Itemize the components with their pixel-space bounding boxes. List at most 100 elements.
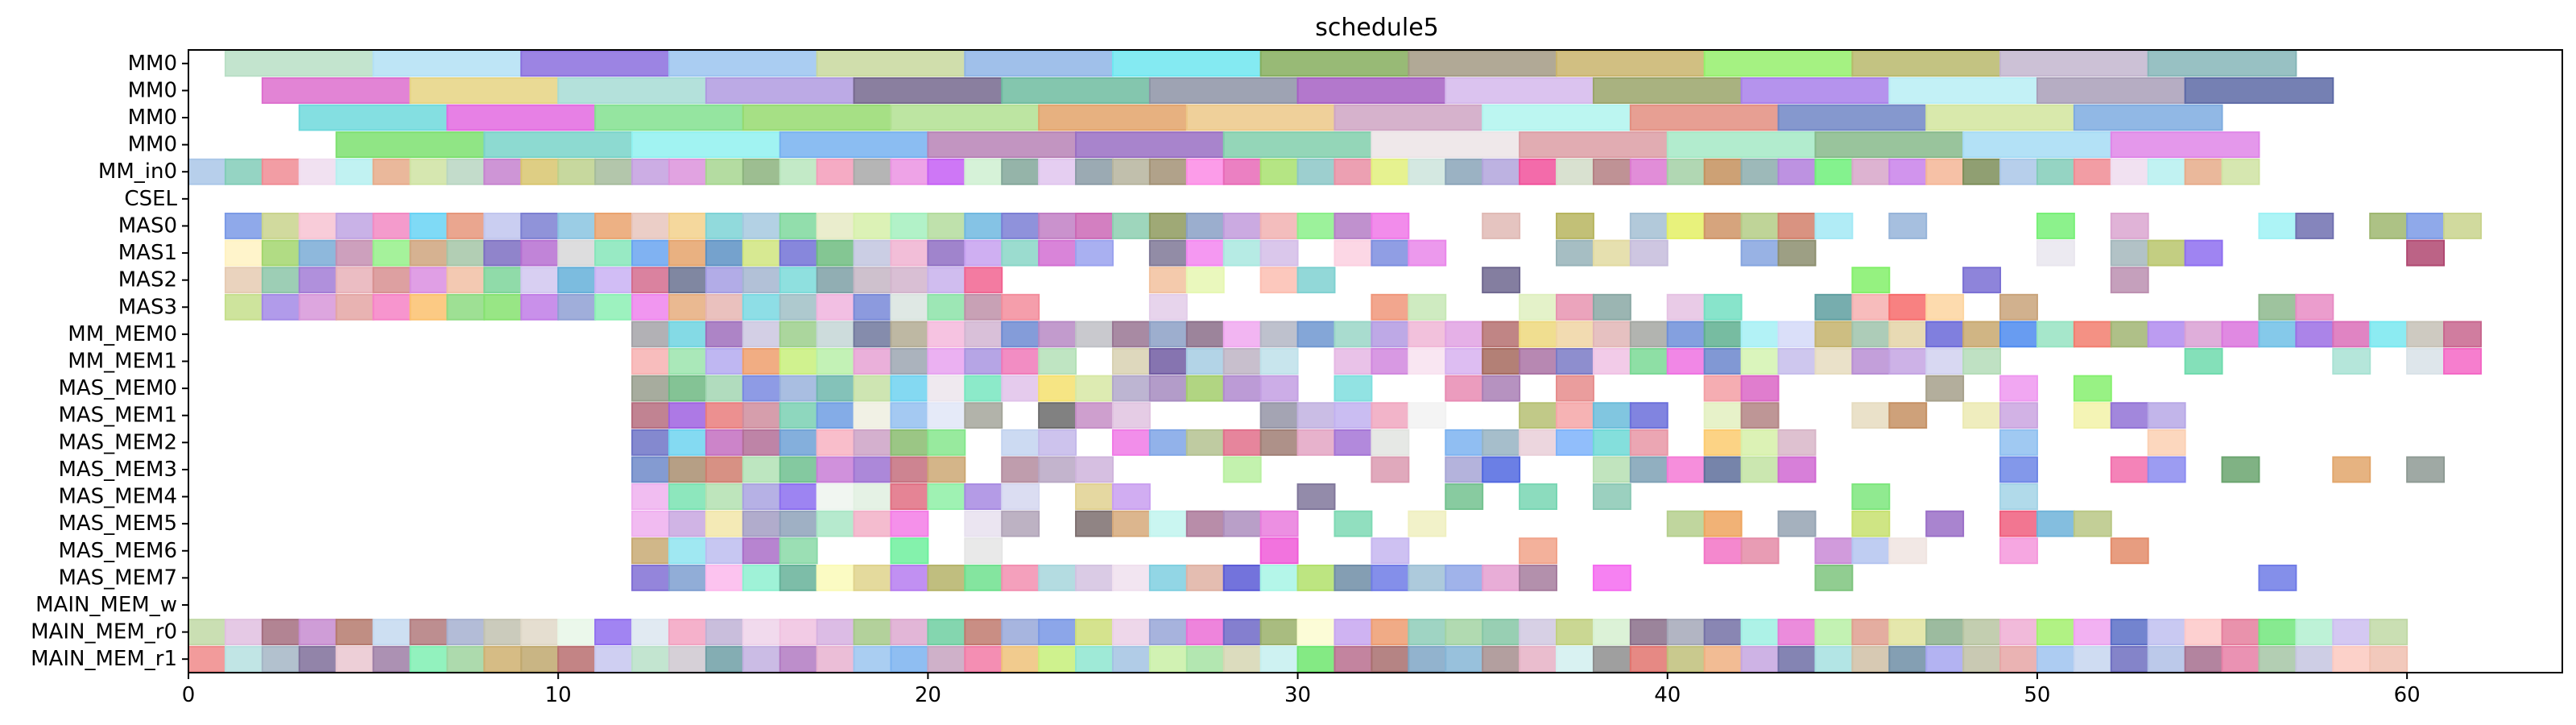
task-bar [1408, 510, 1447, 537]
task-bar [927, 267, 966, 294]
task-bar [668, 50, 818, 77]
task-bar [1259, 321, 1299, 348]
task-bar [779, 267, 818, 294]
task-bar [1296, 564, 1336, 591]
task-bar [372, 619, 411, 646]
task-bar [1851, 321, 1891, 348]
task-bar [409, 158, 449, 185]
task-bar [1408, 564, 1447, 591]
task-bar [1556, 645, 1594, 673]
task-bar [1962, 348, 2002, 375]
task-bar [964, 293, 1003, 321]
task-bar [927, 321, 966, 348]
task-bar [1482, 158, 1521, 185]
task-bar [2332, 619, 2371, 646]
task-bar [1703, 321, 1743, 348]
x-tick-label: 60 [2394, 683, 2421, 707]
task-bar [2147, 321, 2186, 348]
task-bar [1777, 348, 1817, 375]
task-bar [2258, 293, 2297, 321]
task-bar [1333, 402, 1373, 429]
task-bar [1519, 158, 1558, 185]
task-bar [816, 429, 855, 456]
task-bar [631, 212, 670, 239]
task-bar [1999, 50, 2149, 77]
task-bar [557, 239, 597, 267]
task-bar [1001, 293, 1040, 321]
task-bar [1333, 321, 1373, 348]
task-bar [964, 212, 1003, 239]
task-bar [1222, 375, 1262, 402]
task-bar [298, 104, 449, 131]
task-bar [816, 293, 855, 321]
task-bar [1296, 483, 1336, 511]
task-bar [1001, 483, 1040, 511]
task-bar [1185, 429, 1225, 456]
task-bar [1371, 348, 1410, 375]
task-bar [1148, 267, 1188, 294]
task-bar [1519, 131, 1668, 159]
task-bar [1185, 645, 1225, 673]
task-bar [1777, 158, 1817, 185]
task-bar [1222, 321, 1262, 348]
task-bar [890, 402, 929, 429]
task-bar [224, 619, 263, 646]
task-bar [1075, 239, 1114, 267]
task-bar [2443, 348, 2482, 375]
task-bar [1703, 456, 1743, 483]
task-bar [1038, 104, 1188, 131]
task-bar [853, 483, 892, 511]
task-bar [631, 429, 670, 456]
task-bar [927, 158, 966, 185]
task-bar [2036, 321, 2075, 348]
task-bar [1222, 348, 1262, 375]
task-bar [1371, 293, 1410, 321]
task-bar [631, 537, 670, 565]
task-bar [372, 645, 411, 673]
task-bar [1408, 158, 1447, 185]
task-bar [1999, 510, 2038, 537]
task-bar [742, 104, 892, 131]
task-bar [1703, 537, 1743, 565]
task-bar [779, 158, 818, 185]
task-bar [1962, 321, 2002, 348]
task-bar [668, 537, 707, 565]
task-bar [1740, 77, 1891, 104]
task-bar [1111, 321, 1151, 348]
task-bar [1740, 537, 1780, 565]
task-bar [1519, 348, 1558, 375]
task-bar [1075, 321, 1114, 348]
task-bar [1371, 402, 1410, 429]
task-bar [1445, 375, 1484, 402]
task-bar [520, 239, 560, 267]
task-bar [2369, 645, 2409, 673]
task-bar [335, 239, 374, 267]
task-bar [1185, 267, 1225, 294]
y-axis: MM0MM0MM0MM0MM_in0CSELMAS0MAS1MAS2MAS3MM… [31, 52, 188, 671]
task-bar [1740, 645, 1780, 673]
task-bar [631, 510, 670, 537]
task-bar [1185, 564, 1225, 591]
task-bar [1629, 429, 1668, 456]
task-bar [631, 456, 670, 483]
task-bar [668, 348, 707, 375]
task-bar [742, 158, 781, 185]
task-bar [1259, 267, 1299, 294]
task-bar [2369, 619, 2409, 646]
x-tick-label: 30 [1284, 683, 1311, 707]
task-bar [1666, 293, 1706, 321]
task-bar [1148, 429, 1188, 456]
task-bar [1371, 131, 1521, 159]
task-bar [1592, 619, 1631, 646]
task-bar [1259, 348, 1299, 375]
task-bar [520, 619, 560, 646]
task-bar [1519, 483, 1558, 511]
task-bar [1703, 158, 1743, 185]
task-bar [483, 212, 523, 239]
task-bar [1482, 645, 1521, 673]
task-bar [964, 348, 1003, 375]
task-bar [964, 645, 1003, 673]
task-bar [1371, 158, 1410, 185]
task-bar [1259, 619, 1299, 646]
task-bar [631, 375, 670, 402]
